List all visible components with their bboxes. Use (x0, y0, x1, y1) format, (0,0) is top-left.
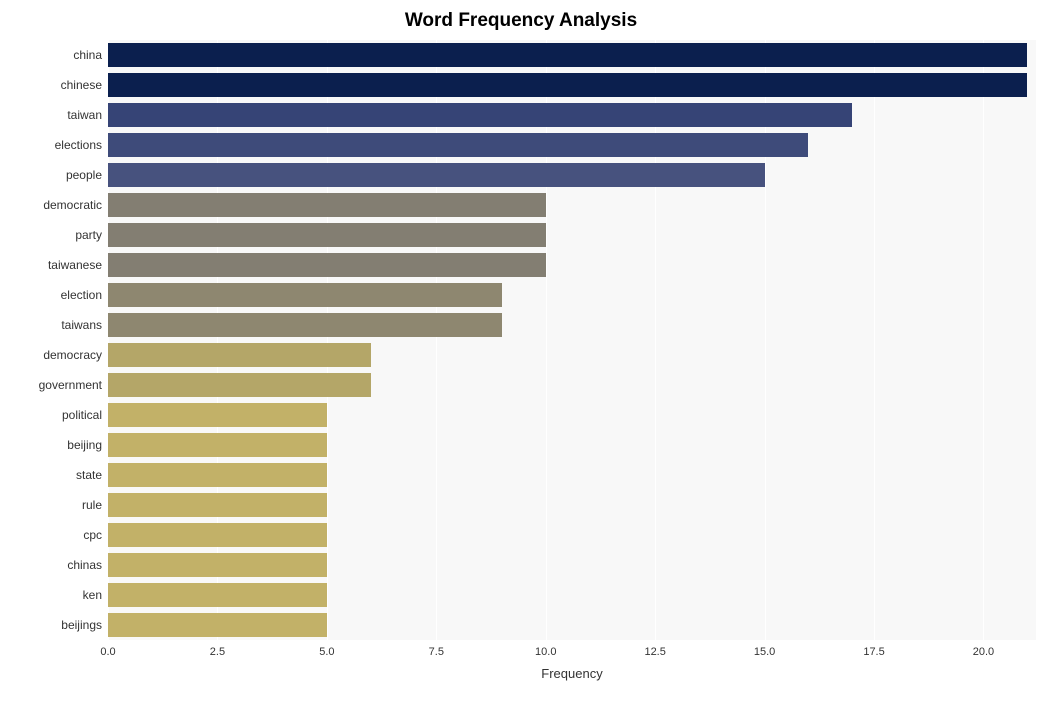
y-tick-label: democracy (43, 348, 102, 362)
bar-rect (108, 253, 546, 276)
y-tick-label: chinas (67, 558, 102, 572)
bar (108, 223, 1036, 246)
gridline (436, 40, 437, 640)
bar-rect (108, 133, 808, 156)
y-tick-label: elections (55, 138, 102, 152)
x-tick-label: 5.0 (319, 646, 334, 658)
y-tick-label: political (62, 408, 102, 422)
gridline (546, 40, 547, 640)
bar (108, 73, 1036, 96)
y-tick-label: taiwanese (48, 258, 102, 272)
bar (108, 283, 1036, 306)
y-tick-label: chinese (61, 78, 102, 92)
bar-rect (108, 463, 327, 486)
y-tick-label: cpc (83, 528, 102, 542)
bar (108, 553, 1036, 576)
y-tick-label: state (76, 468, 102, 482)
gridline (108, 40, 109, 640)
chart-container: Word Frequency Analysis Frequency 0.0 2.5… (0, 0, 1042, 701)
bar (108, 613, 1036, 636)
bar-rect (108, 403, 327, 426)
x-tick-label: 0.0 (100, 646, 115, 658)
x-tick-label: 7.5 (429, 646, 444, 658)
bar (108, 43, 1036, 66)
bar-rect (108, 313, 502, 336)
y-tick-label: democratic (43, 198, 102, 212)
gridline (983, 40, 984, 640)
x-tick-label: 15.0 (754, 646, 775, 658)
bar (108, 193, 1036, 216)
bar (108, 403, 1036, 426)
bar (108, 313, 1036, 336)
x-tick-label: 12.5 (644, 646, 665, 658)
y-tick-label: rule (82, 498, 102, 512)
x-tick-label: 10.0 (535, 646, 556, 658)
bar-rect (108, 103, 852, 126)
bar-rect (108, 43, 1027, 66)
y-tick-label: government (39, 378, 102, 392)
y-tick-label: taiwans (61, 318, 102, 332)
bar-rect (108, 373, 371, 396)
bar (108, 253, 1036, 276)
bar-rect (108, 343, 371, 366)
bar (108, 343, 1036, 366)
x-tick-label: 2.5 (210, 646, 225, 658)
y-tick-label: beijings (61, 618, 102, 632)
x-axis-title: Frequency (532, 666, 612, 681)
x-tick-label: 17.5 (863, 646, 884, 658)
bar-rect (108, 613, 327, 636)
gridline (217, 40, 218, 640)
y-tick-label: party (75, 228, 102, 242)
bar-rect (108, 283, 502, 306)
bar-rect (108, 73, 1027, 96)
gridline (765, 40, 766, 640)
y-tick-label: election (61, 288, 102, 302)
gridline (327, 40, 328, 640)
bar (108, 163, 1036, 186)
y-tick-label: ken (83, 588, 102, 602)
bar-rect (108, 583, 327, 606)
bar (108, 583, 1036, 606)
bar-rect (108, 553, 327, 576)
bar (108, 433, 1036, 456)
gridline (655, 40, 656, 640)
bar-rect (108, 433, 327, 456)
bar-rect (108, 193, 546, 216)
chart-title: Word Frequency Analysis (0, 10, 1042, 32)
bar (108, 133, 1036, 156)
bar-rect (108, 523, 327, 546)
bar-rect (108, 493, 327, 516)
gridline (874, 40, 875, 640)
y-tick-label: taiwan (67, 108, 102, 122)
y-tick-label: people (66, 168, 102, 182)
y-tick-label: beijing (67, 438, 102, 452)
bar (108, 103, 1036, 126)
plot-area (108, 40, 1036, 640)
bar (108, 523, 1036, 546)
bar (108, 493, 1036, 516)
x-tick-label: 20.0 (973, 646, 994, 658)
y-tick-label: china (73, 48, 102, 62)
bar (108, 373, 1036, 396)
bar-rect (108, 163, 765, 186)
bar-rect (108, 223, 546, 246)
bar (108, 463, 1036, 486)
